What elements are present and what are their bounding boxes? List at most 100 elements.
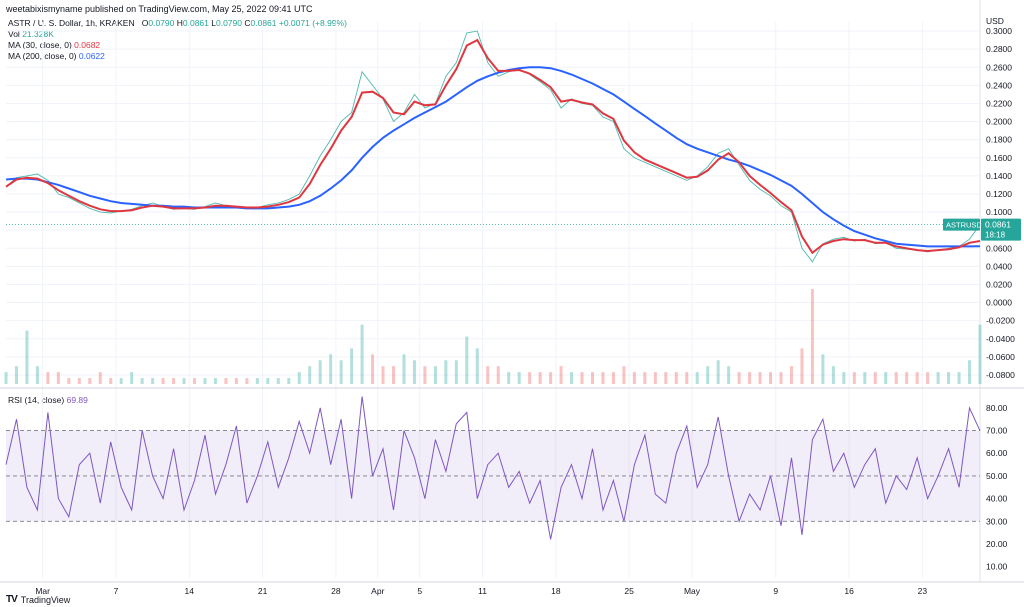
volume-bar-22 [234, 378, 238, 384]
volume-bar-81 [852, 372, 856, 384]
volume-bar-9 [98, 372, 102, 384]
volume-bar-79 [831, 366, 835, 384]
volume-bar-23 [245, 378, 249, 384]
rsi-tick-label-0: 80.00 [986, 403, 1008, 413]
volume-bar-59 [622, 366, 626, 384]
volume-bar-4 [46, 372, 50, 384]
price-tick-label-2: 0.2600 [986, 62, 1012, 72]
volume-bar-66 [695, 372, 699, 384]
volume-bar-8 [88, 378, 92, 384]
rsi-axis[interactable]: 80.00 70.00 60.00 50.00 40.00 30.00 20.00 10.00 [986, 403, 1008, 572]
ma30-row[interactable]: MA (30, close, 0) 0.0682 [8, 40, 347, 51]
ma200-series[interactable] [5, 66, 981, 248]
price-tick-label-7: 0.1600 [986, 153, 1012, 163]
tradingview-logo[interactable]: TV TradingView [6, 594, 70, 605]
ma200-value: 0.0622 [78, 51, 105, 61]
volume-bar-18 [193, 378, 197, 384]
volume-bar-86 [905, 372, 909, 384]
volume-bar-70 [737, 372, 741, 384]
volume-bar-93 [978, 324, 982, 384]
volume-bar-15 [161, 378, 165, 384]
volume-bar-45 [475, 348, 479, 384]
volume-bar-32 [339, 360, 343, 384]
volume-bar-61 [643, 372, 647, 384]
tradingview-mark-icon: TV [6, 594, 18, 605]
volume-bar-82 [863, 372, 867, 384]
price-tick-label-15: 0.0000 [986, 298, 1012, 308]
price-tick-label-0: 0.3000 [986, 26, 1012, 36]
volume-bar-76 [800, 348, 804, 384]
price-axis[interactable]: 0.3000 0.2800 0.2600 0.2400 0.2200 0.2000 0.18… [986, 26, 1015, 380]
rsi-series[interactable] [5, 396, 981, 540]
price-change: +0.0071 (+8.99%) [278, 18, 347, 28]
badge-symbol: ASTRUSD [946, 221, 982, 230]
footer-brand: TradingView [20, 594, 71, 605]
volume-bar-40 [423, 366, 427, 384]
volume-row[interactable]: Vol 21.328K [8, 29, 347, 40]
volume-bar-53 [559, 366, 563, 384]
time-tick-label-13: 23 [918, 586, 928, 596]
symbol-row[interactable]: ASTR / U. S. Dollar, 1h, KRAKEN O0.0790 … [8, 18, 347, 29]
volume-bar-56 [590, 372, 594, 384]
volume-bar-74 [779, 372, 783, 384]
volume-bar-0 [4, 372, 8, 384]
badge-price: 0.0861 [985, 220, 1011, 230]
volume-bar-36 [381, 366, 385, 384]
volume-bar-3 [35, 366, 39, 384]
price-tick-label-1: 0.2800 [986, 44, 1012, 54]
rsi-tick-label-6: 20.00 [986, 539, 1008, 549]
volume-bar-35 [371, 354, 375, 384]
ma30-series[interactable] [5, 38, 981, 255]
rsi-tick-label-2: 60.00 [986, 448, 1008, 458]
price-tick-label-3: 0.2400 [986, 80, 1012, 90]
ohlc-low-label: L [211, 18, 216, 28]
rsi-tick-label-5: 30.00 [986, 516, 1008, 526]
volume-bar-24 [255, 378, 259, 384]
price-tick-label-4: 0.2200 [986, 98, 1012, 108]
volume-bar-19 [203, 378, 207, 384]
volume-bar-25 [266, 378, 270, 384]
volume-bar-38 [402, 354, 406, 384]
ma30-label: MA (30, close, 0) [8, 40, 72, 50]
volume-bar-11 [119, 378, 123, 384]
time-tick-label-7: 11 [478, 586, 487, 596]
time-tick-label-12: 16 [844, 586, 854, 596]
volume-bar-92 [968, 360, 972, 384]
volume-bar-72 [758, 372, 762, 384]
time-axis[interactable]: Mar 7 14 21 28 Apr 5 11 18 25 May 9 16 23 [35, 586, 927, 596]
volume-bar-85 [894, 372, 898, 384]
price-tick-label-12: 0.0600 [986, 243, 1012, 253]
ohlc-high-value: 0.0861 [182, 18, 209, 28]
price-tick-label-16: -0.0200 [986, 316, 1015, 326]
volume-bar-5 [56, 372, 60, 384]
volume-bar-60 [632, 372, 636, 384]
price-tick-label-13: 0.0400 [986, 261, 1012, 271]
volume-bar-73 [769, 372, 773, 384]
price-tick-label-18: -0.0600 [986, 352, 1015, 362]
volume-bar-34 [360, 324, 364, 384]
volume-bar-41 [433, 366, 437, 384]
publisher-header: weetabixismyname published on TradingVie… [6, 4, 313, 14]
volume-bar-16 [172, 378, 176, 384]
price-tick-label-10: 0.1000 [986, 207, 1012, 217]
volume-bar-1 [14, 366, 18, 384]
volume-bar-48 [507, 372, 511, 384]
rsi-tick-label-7: 10.00 [986, 562, 1008, 572]
time-tick-label-3: 21 [258, 586, 268, 596]
price-tick-label-8: 0.1400 [986, 171, 1012, 181]
time-tick-label-4: 28 [331, 586, 341, 596]
rsi-tick-label-3: 50.00 [986, 471, 1008, 481]
time-tick-label-10: May [684, 586, 701, 596]
volume-bar-2 [25, 330, 29, 384]
time-tick-label-0: Mar [35, 586, 50, 596]
time-tick-label-1: 7 [114, 586, 119, 596]
volume-bar-17 [182, 378, 186, 384]
volume-bar-12 [130, 372, 134, 384]
volume-bar-71 [748, 372, 752, 384]
volume-bar-87 [915, 372, 919, 384]
volume-bar-30 [318, 360, 322, 384]
volume-bar-90 [947, 372, 951, 384]
volume-bar-42 [444, 360, 448, 384]
rsi-legend[interactable]: RSI (14, close) 69.89 [8, 395, 88, 405]
